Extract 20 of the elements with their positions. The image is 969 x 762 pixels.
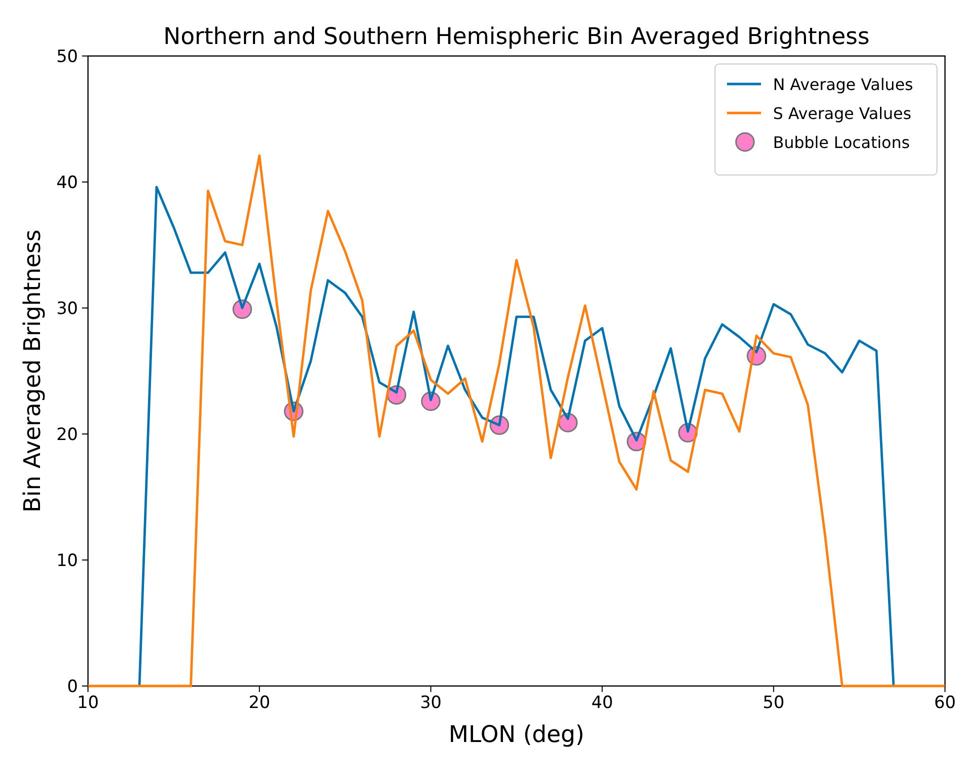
y-tick-label: 0 xyxy=(67,677,78,697)
line-series xyxy=(138,186,895,688)
legend-label: S Average Values xyxy=(773,104,912,123)
legend-label: N Average Values xyxy=(773,75,914,94)
x-tick-label: 50 xyxy=(762,693,784,713)
x-tick-label: 10 xyxy=(77,693,99,713)
x-tick-label: 20 xyxy=(248,693,270,713)
y-tick-label: 40 xyxy=(56,173,78,193)
line-series xyxy=(86,154,946,688)
y-tick-label: 30 xyxy=(56,299,78,319)
chart-title: Northern and Southern Hemispheric Bin Averaged Brightness xyxy=(163,24,870,50)
y-axis-title: Bin Averaged Brightness xyxy=(20,230,46,512)
x-tick-label: 30 xyxy=(420,693,442,713)
y-tick-label: 50 xyxy=(56,47,78,67)
x-tick-label: 60 xyxy=(934,693,956,713)
legend-label: Bubble Locations xyxy=(773,133,910,152)
y-tick-label: 10 xyxy=(56,551,78,571)
y-tick-label: 20 xyxy=(56,425,78,445)
x-tick-label: 40 xyxy=(591,693,614,713)
x-axis-title: MLON (deg) xyxy=(448,722,584,748)
